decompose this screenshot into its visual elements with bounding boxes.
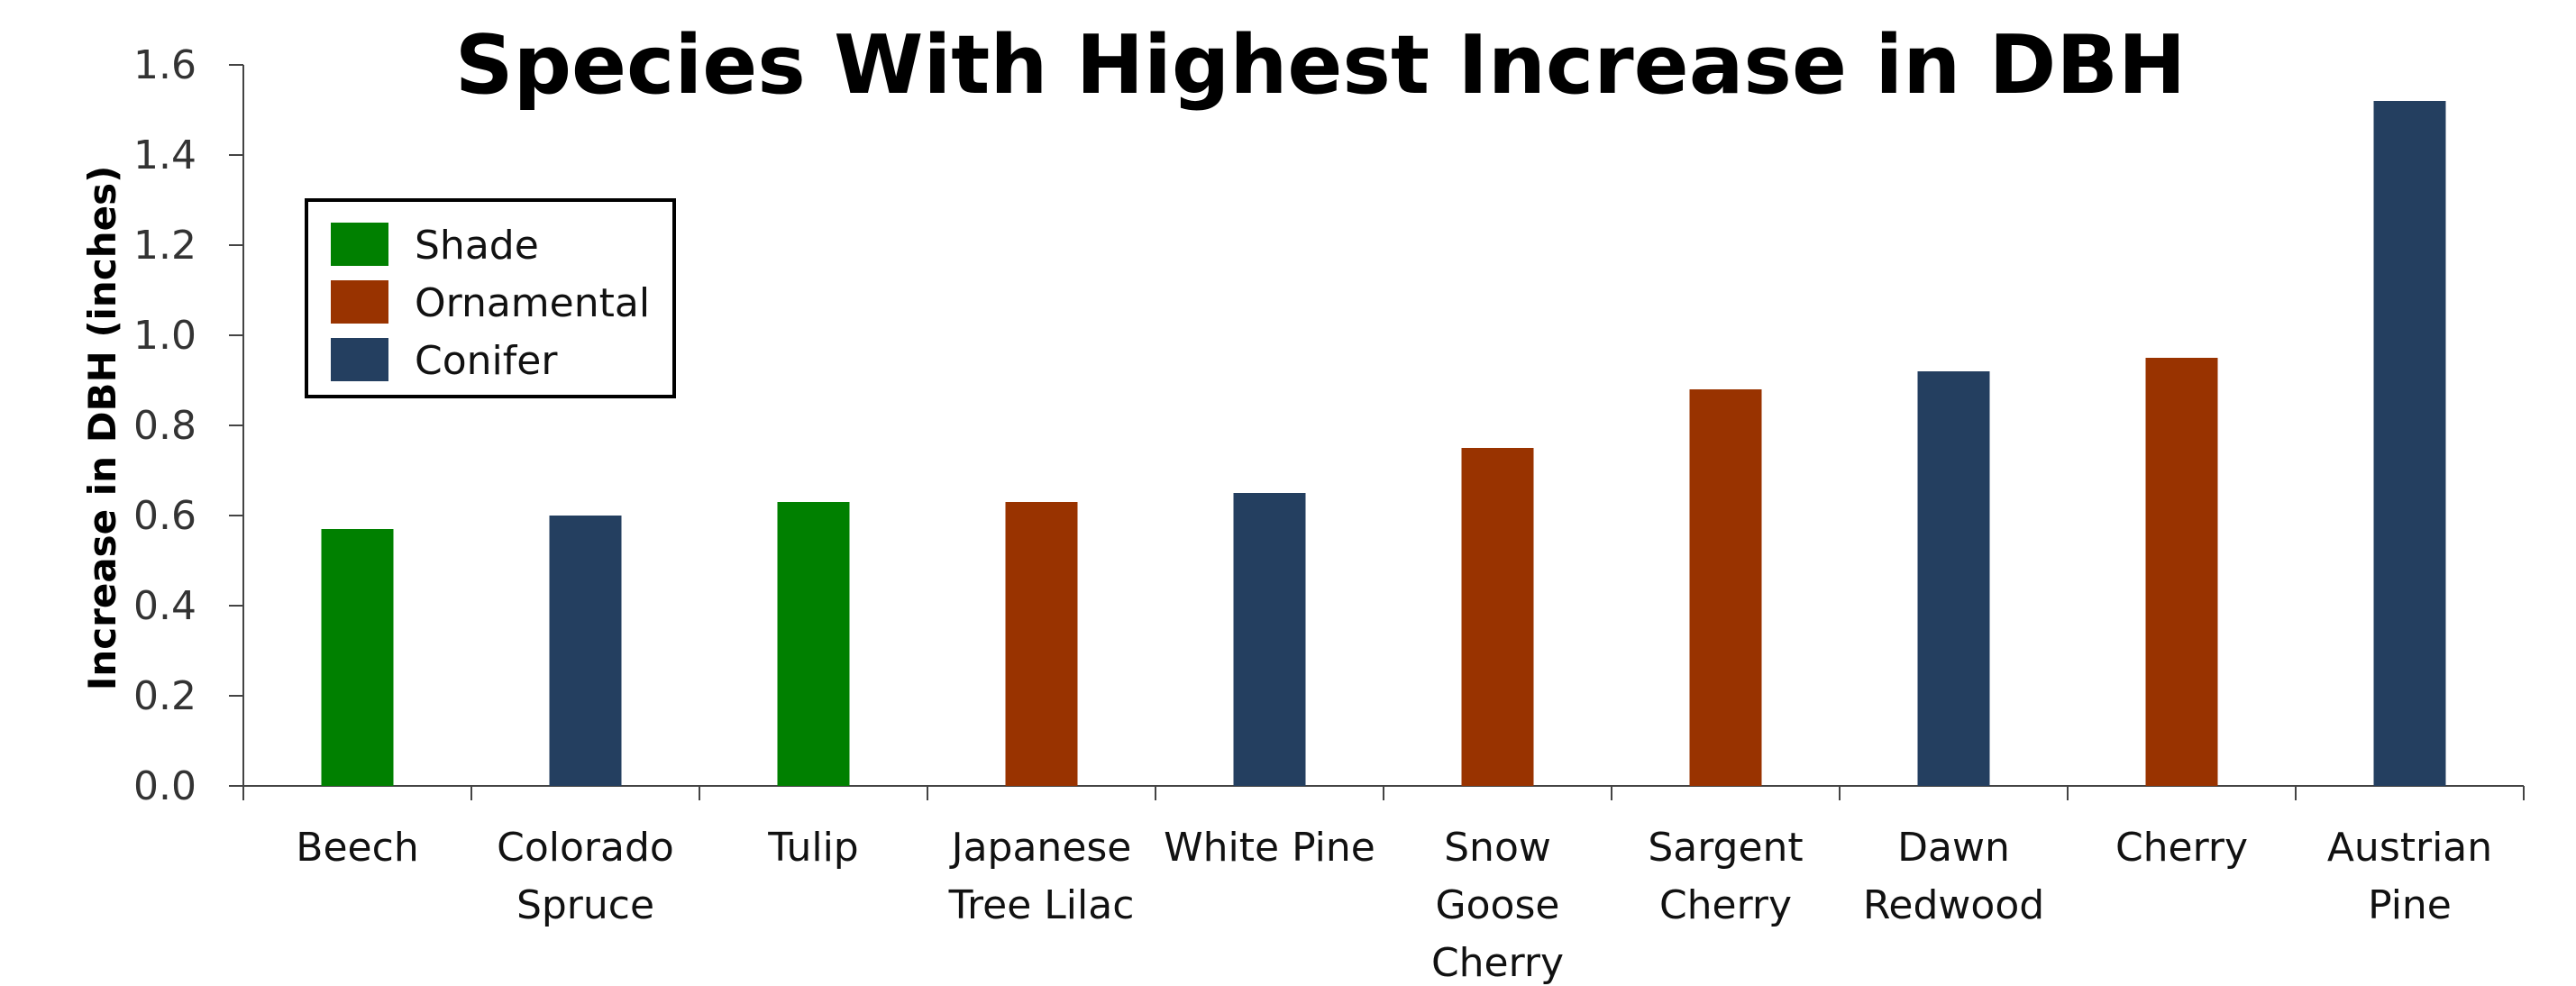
legend-swatch [331,280,388,324]
legend-label: Conifer [415,338,558,384]
legend-swatch [331,338,388,381]
bar [777,502,850,786]
x-tick-label: White Pine [1164,825,1375,871]
x-tick-label: Japanese Tree Lilac [948,825,1135,928]
x-tick-label-line: Austrian [2327,825,2492,871]
y-tick-label: 1.2 [133,223,196,269]
legend-swatch [331,223,388,266]
x-tick-label: Austrian Pine [2327,825,2492,928]
y-tick-label: 0.8 [133,403,196,449]
x-tick-label-line: Colorado [497,825,674,871]
bar [2373,101,2446,786]
y-tick-label: 1.4 [133,132,196,178]
bar [1233,493,1306,786]
y-tick-label: 0.0 [133,763,196,809]
x-tick-label: Cherry [2115,825,2248,871]
y-tick-label: 1.6 [133,42,196,88]
y-tick-label: 0.4 [133,583,196,629]
x-tick-label-line: Japanese [949,825,1132,871]
bar [321,529,394,786]
x-tick-label: Snow Goose Cherry [1431,825,1564,986]
y-tick-label: 1.0 [133,313,196,359]
y-axis-label: Increase in DBH (inches) [80,166,124,691]
x-tick-label-line: Goose [1436,882,1560,928]
x-tick-label-line: Sargent [1648,825,1803,871]
chart-title: Species With Highest Increase in DBH [455,18,2187,113]
x-tick-label-line: Snow [1444,825,1551,871]
x-tick-label: Colorado Spruce [497,825,674,928]
x-tick-label: Tulip [767,825,858,871]
x-tick-label-line: Cherry [1659,882,1792,928]
x-tick-label-line: White Pine [1164,825,1375,871]
bar [2145,358,2218,786]
axes: 0.0 0.2 0.4 0.6 0.8 1.0 1.2 1.4 1.6 [133,42,2525,809]
x-tick-label: Beech [296,825,418,871]
x-tick-label-line: Cherry [1431,940,1564,986]
x-tick-labels: Beech Colorado Spruce Tulip Japanese Tree Lil… [296,825,2492,986]
bars [321,101,2446,786]
y-tick-label: 0.2 [133,673,196,719]
bar [549,516,622,786]
x-tick-label: Sargent Cherry [1648,825,1803,928]
legend: Shade Ornamental Conifer [305,198,676,398]
bar [1917,371,1990,786]
bar [1689,389,1762,786]
x-tick-label: Dawn Redwood [1863,825,2044,928]
x-tick-label-line: Pine [2368,882,2452,928]
legend-label: Shade [415,223,539,269]
legend-label: Ornamental [415,280,650,326]
x-tick-label-line: Tree Lilac [948,882,1135,928]
x-tick-label-line: Tulip [767,825,858,871]
x-tick-label-line: Beech [296,825,418,871]
bar [1005,502,1078,786]
x-tick-label-line: Spruce [516,882,654,928]
bar [1461,448,1534,786]
x-tick-label-line: Redwood [1863,882,2044,928]
x-tick-label-line: Cherry [2115,825,2248,871]
x-tick-label-line: Dawn [1897,825,2010,871]
y-tick-label: 0.6 [133,493,196,539]
